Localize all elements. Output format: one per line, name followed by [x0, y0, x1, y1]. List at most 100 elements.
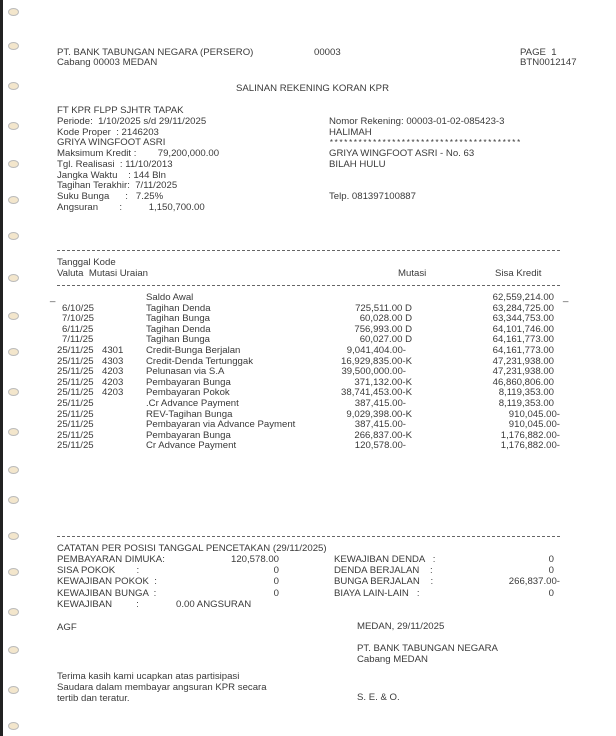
place-date: MEDAN, 29/11/2025	[357, 621, 445, 632]
punch-hole-icon	[8, 42, 19, 50]
table-row: 25/11/25 .Cr Advance Payment 387,415.00- 8,…	[0, 398, 616, 409]
cell-mutasi: 371,132.00-K	[354, 376, 412, 388]
punch-hole-icon	[8, 348, 19, 356]
table-row: 7/11/25 Tagihan Bunga 60,027.00 D 64,161,77…	[0, 334, 616, 345]
cell-uraian: Tagihan Denda	[146, 323, 211, 335]
branch-name: Cabang 00003 MEDAN	[57, 57, 158, 68]
cell-uraian: Credit-Bunga Berjalan	[146, 345, 241, 356]
note-label: BUNGA BERJALAN :	[334, 576, 434, 588]
cell-kode: 4301	[102, 345, 124, 356]
table-row: 25/11/25 Pembayaran Bunga 266,837.00-K 1,17…	[0, 430, 616, 441]
paper-edge	[0, 0, 3, 736]
masked-line: ****************************************	[329, 139, 522, 148]
cell-mutasi: 387,415.00-	[354, 419, 406, 431]
punch-hole-icon	[8, 686, 19, 694]
cell-sisa-kredit: 64,161,773.00	[492, 345, 554, 356]
divider	[57, 536, 560, 537]
cell-date: 7/10/25	[62, 313, 95, 325]
info-line: Maksimum Kredit : 79,200,000.00	[57, 148, 220, 159]
note-value: 120,578.00	[230, 554, 279, 565]
punch-hole-icon	[8, 568, 19, 576]
cell-date: 25/11/25	[57, 345, 94, 356]
note-label: KEWAJIBAN BUNGA :	[57, 587, 157, 599]
cell-date: 25/11/25	[57, 366, 94, 378]
punch-hole-icon	[8, 160, 19, 168]
cell-uraian: Pembayaran Pokok	[146, 387, 230, 399]
punch-hole-icon	[8, 532, 19, 540]
page-number: PAGE 1	[520, 47, 557, 58]
punch-hole-icon	[8, 608, 19, 616]
cell-uraian: .Cr Advance Payment	[146, 398, 239, 409]
footer-bank: PT. BANK TABUNGAN NEGARA	[357, 643, 498, 654]
cell-uraian: Cr Advance Payment	[146, 440, 237, 452]
cell-uraian: Saldo Awal	[146, 292, 194, 303]
punch-hole-icon	[8, 312, 19, 320]
table-row: 6/11/25 Tagihan Denda 756,993.00 D 64,101,7…	[0, 324, 616, 335]
cell-mutasi: 725,511.00 D	[355, 302, 412, 314]
note-label: KEWAJIBAN POKOK :	[57, 576, 157, 588]
note-value: 0	[548, 554, 554, 565]
cell-mutasi: 9,041,404.00-	[346, 345, 406, 356]
phone: Telp. 081397100887	[329, 191, 416, 202]
cell-sisa-kredit: 1,176,882.00-	[500, 429, 560, 441]
cell-mutasi: 756,993.00 D	[354, 323, 412, 335]
row-marker: _	[50, 292, 56, 303]
note-value: 0	[273, 576, 279, 588]
table-row: 25/11/25 4303 Credit-Denda Tertunggak 16,92…	[0, 356, 616, 367]
cell-date: 25/11/25	[57, 440, 94, 452]
cell-kode: 4203	[102, 366, 124, 378]
kewajiban-label: KEWAJIBAN :	[57, 599, 139, 610]
document-id: BTN0012147	[520, 57, 577, 68]
punch-hole-icon	[8, 82, 19, 90]
divider	[57, 285, 560, 286]
info-line: Angsuran : 1,150,700.00	[57, 201, 205, 213]
thanks-line: Saudara dalam membayar angsuran KPR seca…	[57, 682, 267, 693]
account-number: Nomor Rekening: 00003-01-02-085423-3	[329, 116, 505, 127]
cell-mutasi: 16,929,835.00-K	[341, 355, 412, 367]
cell-date: 25/11/25	[57, 408, 94, 420]
punch-hole-icon	[8, 722, 19, 730]
info-line: Periode: 1/10/2025 s/d 29/11/2025	[57, 115, 207, 127]
punch-hole-icon	[8, 496, 19, 504]
cell-date: 25/11/25	[57, 387, 94, 399]
table-row: 25/11/25 REV-Tagihan Bunga 9,029,398.00-K 9…	[0, 409, 616, 420]
cell-uraian: Credit-Denda Tertunggak	[146, 355, 254, 367]
cell-sisa-kredit: 47,231,938.00	[492, 355, 554, 367]
cell-mutasi: 266,837.00-K	[354, 429, 412, 441]
cell-sisa-kredit: 8,119,353.00	[498, 387, 554, 399]
cell-mutasi: 38,741,453.00-K	[341, 387, 412, 399]
cell-sisa-kredit: 1,176,882.00-	[500, 440, 560, 452]
cell-date: 25/11/25	[57, 398, 94, 409]
cell-kode: 4203	[102, 376, 124, 388]
note-label: BIAYA LAIN-LAIN :	[334, 587, 420, 599]
cell-uraian: Tagihan Bunga	[146, 334, 211, 346]
table-row: 25/11/25 4203 Pembayaran Pokok 38,741,453.0…	[0, 387, 616, 398]
cell-mutasi: 60,027.00 D	[359, 334, 412, 346]
column-header-mutasi: Mutasi	[398, 268, 427, 279]
cell-mutasi: 387,415.00-	[354, 398, 406, 409]
punch-hole-icon	[8, 388, 19, 396]
cell-date: 25/11/25	[57, 429, 94, 441]
address-line-2: BILAH HULU	[329, 159, 386, 170]
address-line-1: GRIYA WINGFOOT ASRI - No. 63	[329, 148, 475, 159]
cell-sisa-kredit: 63,284,725.00	[492, 302, 554, 314]
punch-hole-icon	[8, 122, 19, 130]
cell-mutasi: 39,500,000.00-	[341, 366, 406, 378]
cell-sisa-kredit: 63,344,753.00	[492, 313, 554, 325]
info-line: Kode Proper : 2146203	[57, 126, 159, 138]
branch-code: 00003	[314, 47, 341, 58]
row-marker: _	[563, 292, 569, 303]
note-label: DENDA BERJALAN :	[334, 565, 433, 577]
bank-name: PT. BANK TABUNGAN NEGARA (PERSERO)	[57, 47, 254, 58]
cell-uraian: Pelunasan via S.A	[146, 366, 225, 378]
punch-hole-icon	[8, 8, 19, 16]
cell-kode: 4303	[102, 355, 124, 367]
divider	[57, 250, 560, 251]
column-header-valuta: Valuta Mutasi Uraian	[57, 268, 149, 279]
cell-date: 7/11/25	[62, 334, 94, 346]
info-line: Jangka Waktu : 144 Bln	[57, 169, 166, 181]
cell-date: 6/10/25	[62, 302, 95, 314]
note-value: 0	[548, 565, 554, 577]
customer-name: HALIMAH	[329, 127, 372, 138]
notes-title: CATATAN PER POSISI TANGGAL PENCETAKAN (2…	[57, 543, 327, 554]
